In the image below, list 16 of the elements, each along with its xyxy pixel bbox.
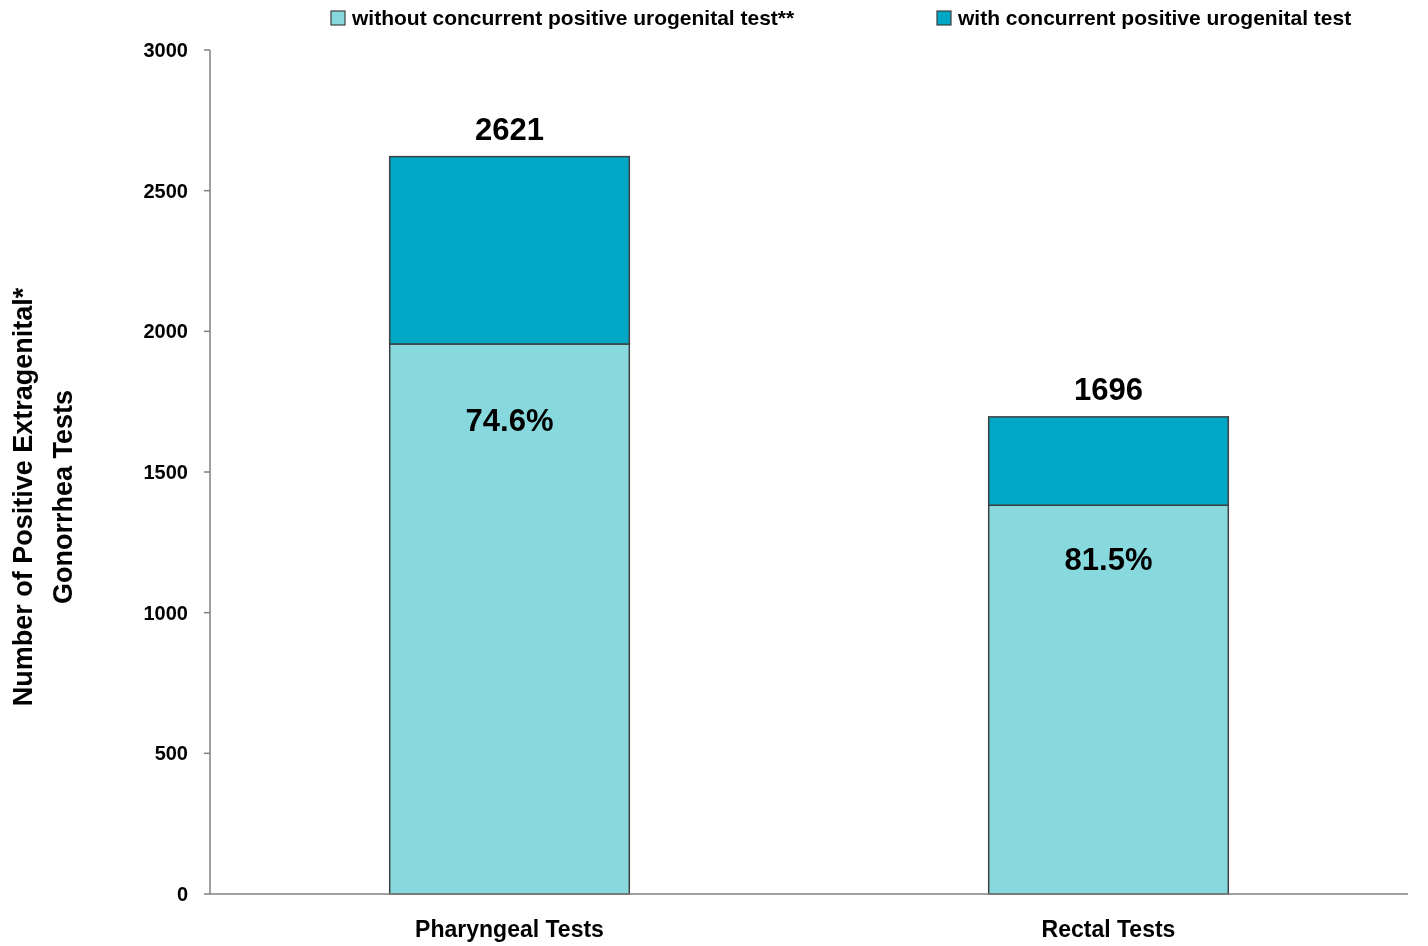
annotation: 81.5% bbox=[1064, 541, 1153, 577]
x-tick-label: Rectal Tests bbox=[1041, 916, 1176, 942]
y-tick-label: 0 bbox=[176, 883, 188, 905]
total-label: 1696 bbox=[1074, 371, 1143, 407]
x-tick-label: Pharyngeal Tests bbox=[415, 916, 604, 942]
y-tick-label: 500 bbox=[154, 742, 188, 765]
legend-label: without concurrent positive urogenital test** bbox=[351, 6, 796, 30]
legend-label: with concurrent positive urogenital test bbox=[957, 6, 1352, 30]
y-tick-label: 1000 bbox=[143, 601, 188, 624]
y-tick-label: 2500 bbox=[143, 179, 188, 202]
total-label: 2621 bbox=[475, 111, 544, 147]
y-axis-title: Number of Positive Extragenital* Gonorrhea Tests bbox=[8, 287, 78, 707]
annotation: 74.6% bbox=[465, 402, 554, 438]
y-tick-label: 2000 bbox=[143, 320, 188, 343]
y-tick-label: 1500 bbox=[143, 461, 188, 483]
y-tick-label: 3000 bbox=[143, 39, 188, 61]
